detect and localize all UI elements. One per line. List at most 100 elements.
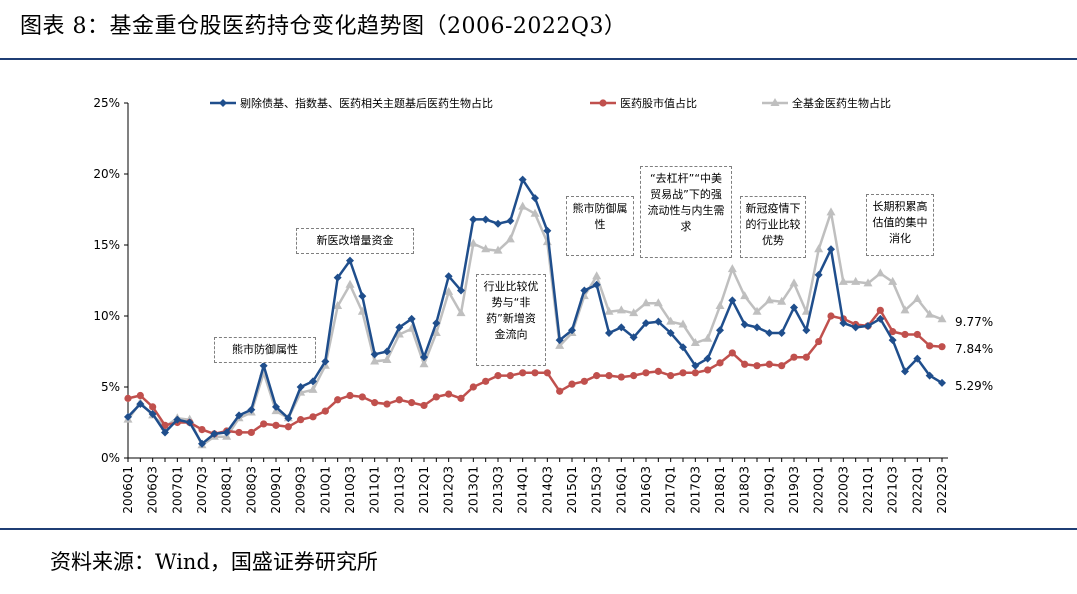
data-point-s3 — [468, 238, 478, 247]
data-point-s3 — [592, 271, 602, 280]
data-point-s3 — [394, 329, 404, 338]
data-point-s3 — [678, 319, 688, 328]
data-point-s1 — [506, 216, 515, 225]
series-s3 — [123, 201, 947, 449]
data-point-s1 — [185, 418, 194, 427]
data-point-s3 — [308, 384, 318, 393]
legend-marker — [219, 99, 227, 107]
source-note: 资料来源：Wind，国盛证券研究所 — [50, 550, 378, 574]
data-point-s2 — [543, 369, 551, 377]
data-point-s3 — [863, 278, 873, 287]
data-point-s2 — [309, 413, 317, 421]
x-tick-label: 2012Q3 — [442, 466, 456, 514]
data-point-s3 — [912, 293, 922, 302]
data-point-s2 — [654, 367, 662, 375]
data-point-s1 — [457, 286, 465, 295]
y-tick-label: 0% — [101, 451, 120, 465]
data-point-s1 — [679, 343, 687, 352]
data-point-s1 — [716, 326, 724, 335]
data-point-s1 — [666, 329, 675, 338]
x-tick-label: 2007Q1 — [170, 466, 184, 514]
data-point-s3 — [555, 340, 565, 349]
data-point-s3 — [481, 244, 491, 253]
data-point-s1 — [605, 329, 613, 338]
data-point-s2 — [728, 349, 736, 357]
data-point-s2 — [926, 342, 934, 350]
data-point-s2 — [506, 372, 514, 380]
x-tick-label: 2013Q1 — [466, 466, 480, 514]
data-point-s2 — [260, 420, 268, 428]
x-tick-label: 2008Q3 — [244, 466, 258, 514]
data-point-s2 — [580, 377, 588, 385]
data-point-s1 — [148, 409, 157, 418]
data-point-s2 — [642, 369, 650, 377]
x-tick-label: 2009Q1 — [269, 466, 283, 514]
data-point-s1 — [210, 429, 219, 438]
data-point-s3 — [715, 301, 725, 310]
data-point-s2 — [568, 380, 576, 388]
data-point-s1 — [469, 215, 478, 224]
data-point-s2 — [913, 330, 921, 339]
x-tick-label: 2019Q1 — [762, 466, 776, 514]
data-point-s3 — [838, 276, 848, 285]
annotation-deleveraging-tradewar: “去杠杆”“中美贸易战”下的强流动性与内生需求 — [640, 166, 732, 258]
data-point-s3 — [382, 355, 392, 364]
data-point-s3 — [925, 309, 935, 318]
data-point-s1 — [740, 320, 749, 329]
data-point-s3 — [345, 279, 355, 288]
data-point-s2 — [408, 399, 416, 407]
data-point-s1 — [765, 329, 774, 338]
data-point-s3 — [777, 296, 787, 305]
data-point-s2 — [457, 394, 465, 402]
data-point-s1 — [827, 245, 835, 254]
data-point-s1 — [444, 272, 453, 281]
data-point-s2 — [432, 393, 440, 401]
data-point-s1 — [925, 371, 934, 380]
data-point-s1 — [901, 367, 909, 376]
data-point-s3 — [616, 305, 626, 314]
data-point-s1 — [876, 314, 885, 323]
legend-marker — [770, 98, 780, 106]
data-point-s3 — [937, 314, 947, 323]
data-point-s1 — [432, 319, 441, 328]
annotation-industry-advantage: 行业比较优势与“非药”新增资金流向 — [476, 274, 546, 366]
data-point-s2 — [383, 400, 391, 408]
data-point-s2 — [667, 372, 675, 380]
data-point-s1 — [617, 323, 626, 332]
x-tick-label: 2017Q3 — [688, 466, 702, 514]
x-tick-label: 2020Q1 — [812, 466, 826, 514]
x-tick-label: 2015Q1 — [565, 466, 579, 514]
data-point-s1 — [358, 292, 367, 301]
data-point-s1 — [913, 354, 922, 363]
x-tick-label: 2009Q3 — [294, 466, 308, 514]
data-point-s2 — [161, 421, 169, 429]
x-tick-label: 2006Q1 — [121, 466, 135, 514]
data-point-s2 — [297, 416, 305, 424]
y-tick-label: 15% — [93, 238, 120, 252]
data-point-s1 — [370, 350, 379, 359]
series-s2 — [124, 306, 946, 438]
data-point-s1 — [383, 347, 391, 356]
data-point-s2 — [445, 390, 453, 398]
data-point-s1 — [395, 323, 404, 332]
data-point-s2 — [889, 328, 897, 336]
data-point-s1 — [864, 321, 872, 330]
data-point-s2 — [358, 393, 366, 401]
x-tick-label: 2016Q3 — [639, 466, 653, 514]
data-point-s2 — [827, 312, 835, 320]
data-point-s2 — [876, 306, 884, 314]
data-point-s1 — [642, 319, 650, 328]
x-tick-label: 2016Q1 — [614, 466, 628, 514]
data-point-s2 — [247, 428, 255, 437]
data-point-s1 — [481, 215, 490, 224]
data-point-s3 — [370, 356, 380, 365]
data-point-s2 — [741, 360, 749, 368]
data-point-s1 — [124, 412, 132, 421]
data-point-s2 — [469, 383, 477, 391]
legend-marker — [599, 99, 607, 107]
data-point-s2 — [284, 423, 292, 431]
data-point-s3 — [826, 207, 836, 216]
data-point-s3 — [900, 305, 910, 314]
x-tick-label: 2014Q3 — [540, 466, 554, 514]
data-point-s1 — [629, 333, 638, 342]
